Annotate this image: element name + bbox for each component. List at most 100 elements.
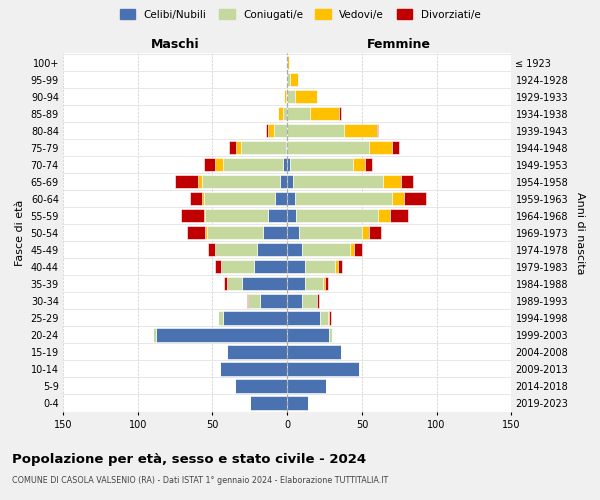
Bar: [323, 277, 325, 290]
Bar: [295, 90, 317, 104]
Bar: [350, 243, 355, 256]
Bar: [266, 124, 268, 138]
Bar: [250, 396, 287, 409]
Bar: [390, 209, 408, 222]
Text: Maschi: Maschi: [151, 38, 199, 51]
Bar: [257, 243, 287, 256]
Bar: [329, 328, 332, 342]
Bar: [392, 192, 404, 205]
Bar: [280, 175, 287, 188]
Bar: [404, 192, 426, 205]
Bar: [286, 141, 287, 154]
Bar: [218, 312, 223, 324]
Bar: [325, 277, 328, 290]
Bar: [156, 328, 287, 342]
Bar: [353, 158, 365, 172]
Bar: [287, 277, 305, 290]
Bar: [287, 90, 295, 104]
Bar: [370, 141, 392, 154]
Bar: [220, 362, 287, 376]
Bar: [379, 209, 390, 222]
Bar: [340, 107, 341, 120]
Bar: [287, 158, 290, 172]
Bar: [287, 328, 329, 342]
Text: COMUNE DI CASOLA VALSENIO (RA) - Dati ISTAT 1° gennaio 2024 - Elaborazione TUTTI: COMUNE DI CASOLA VALSENIO (RA) - Dati IS…: [12, 476, 388, 485]
Bar: [235, 380, 287, 392]
Bar: [290, 158, 353, 172]
Bar: [202, 175, 280, 188]
Bar: [227, 346, 287, 358]
Bar: [290, 73, 298, 86]
Bar: [401, 175, 413, 188]
Bar: [247, 294, 248, 308]
Bar: [205, 209, 268, 222]
Bar: [254, 260, 287, 274]
Bar: [274, 124, 287, 138]
Bar: [299, 226, 362, 239]
Bar: [383, 175, 401, 188]
Bar: [203, 158, 215, 172]
Bar: [370, 226, 382, 239]
Bar: [377, 124, 379, 138]
Bar: [287, 141, 370, 154]
Bar: [208, 243, 215, 256]
Bar: [287, 175, 293, 188]
Bar: [317, 294, 319, 308]
Bar: [302, 243, 350, 256]
Bar: [175, 175, 197, 188]
Bar: [362, 226, 370, 239]
Bar: [365, 158, 373, 172]
Bar: [287, 209, 296, 222]
Bar: [287, 362, 359, 376]
Bar: [287, 396, 308, 409]
Bar: [187, 226, 205, 239]
Y-axis label: Anni di nascita: Anni di nascita: [575, 192, 585, 274]
Bar: [338, 260, 343, 274]
Bar: [287, 192, 295, 205]
Bar: [197, 175, 202, 188]
Bar: [286, 90, 287, 104]
Text: Popolazione per età, sesso e stato civile - 2024: Popolazione per età, sesso e stato civil…: [12, 452, 366, 466]
Bar: [287, 380, 326, 392]
Bar: [153, 328, 156, 342]
Bar: [305, 277, 323, 290]
Bar: [287, 294, 302, 308]
Bar: [320, 312, 328, 324]
Bar: [242, 277, 287, 290]
Bar: [283, 158, 287, 172]
Bar: [283, 107, 287, 120]
Bar: [287, 312, 320, 324]
Bar: [181, 209, 203, 222]
Bar: [328, 312, 329, 324]
Bar: [335, 260, 338, 274]
Y-axis label: Fasce di età: Fasce di età: [15, 200, 25, 266]
Bar: [227, 277, 242, 290]
Bar: [344, 124, 377, 138]
Bar: [287, 226, 299, 239]
Bar: [268, 209, 287, 222]
Bar: [236, 141, 241, 154]
Bar: [287, 56, 289, 69]
Bar: [205, 226, 206, 239]
Text: Femmine: Femmine: [367, 38, 431, 51]
Bar: [215, 158, 223, 172]
Bar: [278, 107, 283, 120]
Bar: [215, 260, 221, 274]
Bar: [302, 294, 317, 308]
Bar: [275, 192, 287, 205]
Bar: [203, 192, 275, 205]
Bar: [190, 192, 202, 205]
Bar: [355, 243, 362, 256]
Bar: [241, 141, 286, 154]
Legend: Celibi/Nubili, Coniugati/e, Vedovi/e, Divorziati/e: Celibi/Nubili, Coniugati/e, Vedovi/e, Di…: [115, 5, 485, 24]
Bar: [287, 73, 290, 86]
Bar: [287, 243, 302, 256]
Bar: [229, 141, 236, 154]
Bar: [296, 209, 379, 222]
Bar: [215, 243, 257, 256]
Bar: [293, 175, 383, 188]
Bar: [206, 226, 263, 239]
Bar: [223, 312, 287, 324]
Bar: [295, 192, 392, 205]
Bar: [329, 312, 331, 324]
